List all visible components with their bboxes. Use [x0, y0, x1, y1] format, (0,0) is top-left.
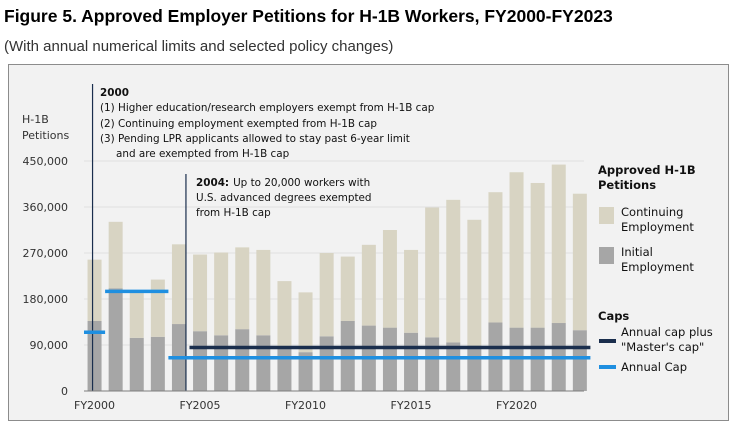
x-tick-label: FY2020	[496, 399, 537, 412]
legend-master-line2: "Master's cap"	[621, 340, 704, 354]
bar-continuing-2018	[467, 219, 482, 346]
bar-continuing-2008	[256, 249, 271, 336]
bar-continuing-2023	[572, 193, 587, 331]
y-tick-label: 450,000	[23, 155, 69, 168]
x-tick-label: FY2000	[74, 399, 115, 412]
bar-initial-2009	[277, 346, 292, 391]
bar-initial-2016	[425, 337, 440, 391]
legend-master-line1: Annual cap plus	[621, 325, 713, 339]
y-tick-label: 270,000	[23, 247, 69, 260]
y-axis-label-line1: H-1B	[22, 113, 49, 126]
bar-continuing-2005	[193, 254, 208, 332]
bar-continuing-2000	[87, 259, 102, 321]
bar-continuing-2021	[530, 182, 545, 328]
bar-initial-2010	[298, 352, 313, 391]
bar-continuing-2016	[425, 207, 440, 338]
bar-continuing-2017	[446, 199, 461, 343]
y-tick-label: 90,000	[30, 339, 69, 352]
annotation-2000-line2: (2) Continuing employment exempted from …	[100, 118, 377, 130]
annotation-2000-line4: and are exempted from H-1B cap	[116, 148, 290, 160]
annotation-lines	[91, 84, 187, 391]
legend-title-line1: Approved H-1B	[598, 163, 696, 177]
annotation-2004-line1: 2004: Up to 20,000 workers with	[196, 177, 370, 189]
x-tick-label: FY2015	[391, 399, 432, 412]
figure-subtitle: (With annual numerical limits and select…	[4, 38, 394, 55]
bar-continuing-2022	[551, 164, 566, 324]
bar-continuing-2012	[340, 256, 355, 321]
legend-initial-line1: Initial	[621, 245, 653, 259]
bar-initial-2000	[87, 320, 102, 391]
bar-continuing-2007	[235, 247, 250, 330]
bar-initial-2003	[150, 336, 165, 391]
x-tick-label: FY2005	[180, 399, 221, 412]
bar-initial-2017	[446, 342, 461, 391]
legend-swatch-continuing	[599, 207, 614, 224]
bar-continuing-2019	[488, 192, 503, 323]
bars	[87, 164, 587, 391]
bar-initial-2023	[572, 330, 587, 391]
annotation-2004-line3: from H-1B cap	[196, 207, 271, 219]
legend-continuing-line1: Continuing	[621, 205, 683, 219]
cap-lines	[84, 289, 591, 360]
y-tick-label: 180,000	[23, 293, 69, 306]
axes: 0 90,000 180,000 270,000 360,000 450,000 FY200…	[23, 155, 584, 412]
bar-initial-2002	[129, 337, 144, 391]
bar-initial-2015	[404, 332, 419, 391]
bar-initial-2008	[256, 335, 271, 391]
bar-continuing-2015	[404, 249, 419, 333]
bar-continuing-2014	[382, 230, 397, 328]
bar-initial-2005	[193, 331, 208, 391]
annotation-2000-line3: (3) Pending LPR applicants allowed to st…	[100, 133, 410, 145]
bar-continuing-2003	[150, 279, 165, 337]
legend-annual-cap: Annual Cap	[621, 360, 687, 374]
x-tick-label: FY2010	[285, 399, 326, 412]
annotation-2004: 2004: Up to 20,000 workers with U.S. adva…	[196, 177, 372, 219]
annotation-2004-title: 2004:	[196, 177, 229, 189]
legend-initial-line2: Employment	[621, 260, 694, 274]
bar-initial-2001	[108, 288, 123, 391]
legend: Approved H-1B Petitions Continuing Emplo…	[598, 163, 713, 374]
bar-continuing-2006	[214, 252, 229, 336]
y-tick-label: 0	[61, 385, 68, 398]
bar-continuing-2009	[277, 281, 292, 347]
legend-title-line2: Petitions	[598, 178, 656, 192]
annotation-2004-line2: U.S. advanced degrees exempted	[196, 192, 372, 204]
annotation-2000-title: 2000	[100, 87, 129, 99]
y-axis-label-line2: Petitions	[22, 129, 69, 142]
bar-initial-2012	[340, 320, 355, 391]
bar-continuing-2010	[298, 292, 313, 353]
bar-continuing-2004	[171, 244, 186, 325]
bar-continuing-2002	[129, 290, 144, 338]
bar-continuing-2020	[509, 172, 524, 328]
bar-continuing-2013	[361, 244, 376, 326]
legend-caps-title: Caps	[598, 309, 629, 323]
bar-initial-2007	[235, 329, 250, 391]
bar-initial-2011	[319, 336, 334, 391]
bar-initial-2018	[467, 345, 482, 391]
y-tick-label: 360,000	[23, 201, 69, 214]
annotation-2000-line1: (1) Higher education/research employers …	[100, 102, 435, 114]
figure-title: Figure 5. Approved Employer Petitions fo…	[4, 6, 613, 26]
bar-continuing-2001	[108, 221, 123, 289]
legend-continuing-line2: Employment	[621, 220, 694, 234]
bar-continuing-2011	[319, 253, 334, 337]
bar-initial-2006	[214, 335, 229, 391]
annotation-2004-line1-rest: Up to 20,000 workers with	[233, 177, 370, 189]
legend-swatch-initial	[599, 247, 614, 264]
annotation-2000: 2000 (1) Higher education/research emplo…	[100, 87, 435, 160]
